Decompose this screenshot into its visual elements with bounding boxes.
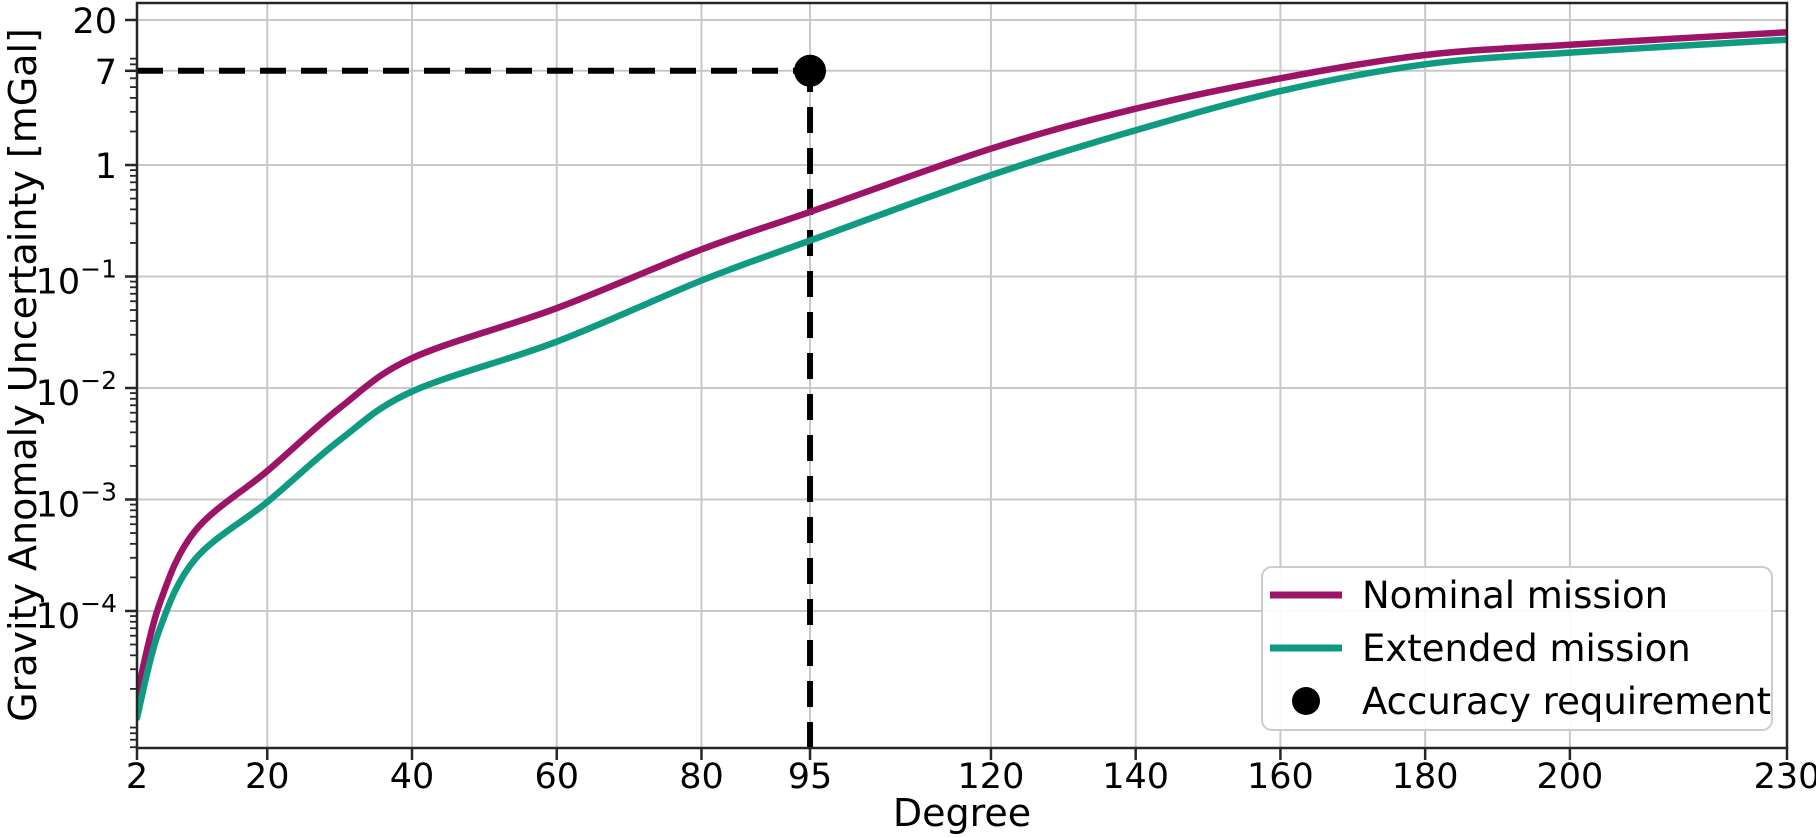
x-tick-label: 95 — [788, 757, 833, 797]
y-tick-label: 10−1 — [36, 255, 117, 303]
y-tick-label: 10−2 — [36, 366, 117, 414]
legend: Nominal mission Extended mission Accuracy … — [1261, 566, 1773, 731]
accuracy-guide-layer — [137, 67, 814, 748]
legend-entry-label: Nominal mission — [1362, 574, 1668, 617]
y-tick-label: 10−4 — [36, 589, 117, 637]
x-tick-label: 40 — [390, 757, 435, 797]
legend-entry-label: Accuracy requirement — [1362, 680, 1771, 723]
x-tick-label: 180 — [1392, 757, 1459, 797]
series-line-nominal-mission — [137, 29, 1787, 699]
y-tick-label: 1 — [95, 147, 117, 187]
tick-layer — [125, 18, 1789, 760]
series-line-extended-mission — [137, 36, 1787, 722]
x-tick-label: 200 — [1536, 757, 1603, 797]
x-tick-label: 140 — [1102, 757, 1169, 797]
y-tick-label: 20 — [72, 2, 117, 42]
x-axis-title: Degree — [893, 791, 1031, 835]
y-tick-label: 10−3 — [36, 477, 117, 525]
x-tick-label: 120 — [958, 757, 1025, 797]
legend-entry-label: Extended mission — [1362, 627, 1691, 670]
legend-marker-dot — [1292, 687, 1320, 715]
y-tick-label: 7 — [95, 53, 117, 93]
accuracy-requirement-marker — [794, 54, 827, 87]
x-tick-label: 60 — [534, 757, 579, 797]
x-tick-label: 160 — [1247, 757, 1314, 797]
x-tick-label: 80 — [679, 757, 724, 797]
marker-layer — [794, 54, 827, 87]
tick-label-layer: 2 20 40 60 80 95 120 140 160 180 200 230 20 7 1 10−1 10−… — [36, 2, 1816, 797]
legend-box — [1261, 566, 1773, 731]
series-layer — [137, 29, 1787, 722]
axes-spines — [135, 1, 1789, 750]
y-axis-title: Gravity Anomaly Uncertainty [mGal] — [1, 28, 45, 722]
axes-box — [135, 1, 1789, 750]
x-tick-label: 230 — [1754, 757, 1816, 797]
x-tick-label: 2 — [126, 757, 148, 797]
x-tick-label: 20 — [245, 757, 290, 797]
